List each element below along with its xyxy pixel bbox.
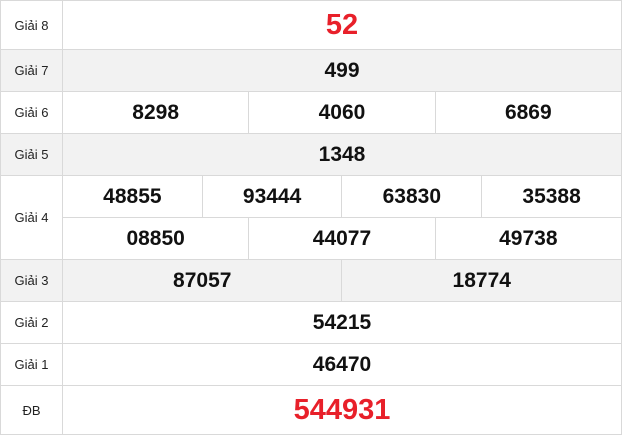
prize-number: 87057 <box>61 259 343 302</box>
prize-number: 499 <box>62 49 622 92</box>
prize-number: 63830 <box>341 175 483 218</box>
prize-number: 46470 <box>62 343 622 386</box>
prize-number: 6869 <box>434 91 623 134</box>
prize-label: Giải 8 <box>0 0 63 50</box>
prize-number: 8298 <box>61 91 250 134</box>
row-giai-5: Giải 5 1348 <box>0 133 622 176</box>
prize-number: 49738 <box>434 217 623 260</box>
prize-number: 54215 <box>62 301 622 344</box>
row-giai-1: Giải 1 46470 <box>0 343 622 386</box>
row-giai-4-b: 08850 44077 49738 <box>1 217 623 260</box>
prize-label: Giải 2 <box>0 301 63 344</box>
prize-number: 93444 <box>201 175 343 218</box>
prize-label: Giải 4 <box>0 175 63 260</box>
row-giai-7: Giải 7 499 <box>0 49 622 92</box>
prize-number: 4060 <box>248 91 436 134</box>
row-giai-8: Giải 8 52 <box>0 0 622 50</box>
row-giai-2: Giải 2 54215 <box>0 301 622 344</box>
prize-number-special: 544931 <box>62 385 622 435</box>
prize-number: 44077 <box>248 217 436 260</box>
prize-number: 35388 <box>481 175 622 218</box>
prize-number: 1348 <box>62 133 622 176</box>
prize-label: Giải 3 <box>0 259 63 302</box>
row-dac-biet: ĐB 544931 <box>0 385 622 435</box>
prize-number: 18774 <box>341 259 622 302</box>
prize-label: ĐB <box>0 385 63 435</box>
prize-label: Giải 1 <box>0 343 63 386</box>
row-giai-6: Giải 6 8298 4060 6869 <box>0 91 623 134</box>
prize-number: 48855 <box>62 175 203 218</box>
row-giai-3: Giải 3 87057 18774 <box>0 259 622 302</box>
prize-label: Giải 5 <box>0 133 63 176</box>
prize-number: 08850 <box>61 217 250 260</box>
prize-number: 52 <box>62 0 622 50</box>
prize-label: Giải 7 <box>0 49 63 92</box>
prize-label: Giải 6 <box>0 91 63 134</box>
row-giai-4: Giải 4 48855 93444 63830 35388 <box>0 175 622 260</box>
